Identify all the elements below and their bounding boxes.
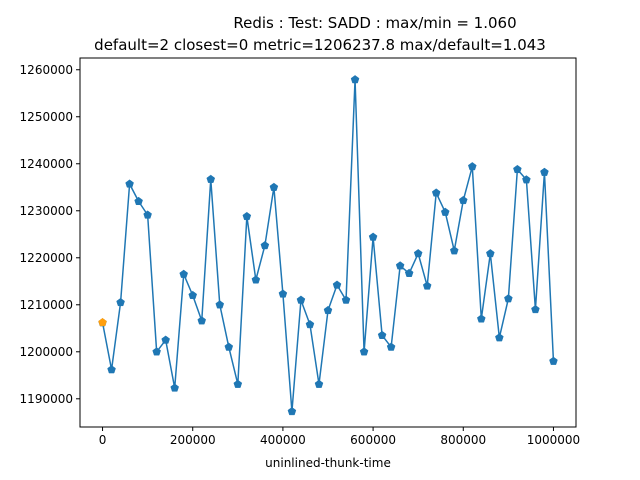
data-point bbox=[197, 316, 207, 325]
data-point bbox=[251, 275, 261, 284]
data-point bbox=[152, 347, 161, 356]
x-tick-label: 800000 bbox=[440, 433, 486, 447]
data-point bbox=[242, 211, 252, 221]
data-point bbox=[531, 304, 540, 314]
data-point bbox=[350, 75, 360, 84]
x-tick-label: 400000 bbox=[260, 433, 306, 447]
data-point bbox=[170, 383, 179, 392]
data-point bbox=[386, 342, 396, 351]
data-point bbox=[143, 210, 152, 219]
y-tick-label: 1260000 bbox=[20, 63, 73, 77]
data-point bbox=[458, 195, 468, 205]
data-point bbox=[359, 347, 369, 356]
data-point bbox=[224, 342, 234, 351]
axes-frame bbox=[79, 57, 577, 428]
data-point bbox=[522, 175, 531, 184]
data-point bbox=[449, 246, 459, 255]
data-point bbox=[395, 261, 405, 270]
data-point bbox=[504, 294, 513, 303]
data-point bbox=[341, 295, 351, 304]
chart-subtitle: default=2 closest=0 metric=1206237.8 max… bbox=[94, 36, 546, 54]
data-point bbox=[422, 281, 432, 290]
data-point bbox=[269, 182, 279, 191]
data-point bbox=[287, 406, 297, 416]
data-point bbox=[107, 365, 116, 374]
data-point bbox=[179, 269, 188, 278]
data-point bbox=[134, 196, 143, 206]
x-axis-label: uninlined-thunk-time bbox=[265, 456, 391, 470]
default-point bbox=[98, 317, 107, 327]
data-point bbox=[377, 330, 387, 339]
data-point bbox=[540, 167, 549, 176]
data-point bbox=[278, 289, 288, 298]
data-point bbox=[332, 280, 342, 289]
data-point bbox=[477, 314, 486, 323]
data-point bbox=[413, 249, 423, 258]
y-tick-label: 1190000 bbox=[20, 392, 73, 406]
y-tick-label: 1240000 bbox=[20, 157, 73, 171]
data-point bbox=[468, 162, 477, 171]
data-point bbox=[486, 249, 495, 258]
data-point bbox=[368, 232, 378, 241]
y-tick-label: 1250000 bbox=[20, 110, 73, 124]
data-point bbox=[125, 179, 134, 188]
y-tick-label: 1220000 bbox=[20, 251, 73, 265]
x-tick-label: 1000000 bbox=[527, 433, 580, 447]
data-point bbox=[495, 333, 504, 342]
data-point bbox=[513, 164, 522, 174]
data-point bbox=[296, 295, 306, 304]
data-point bbox=[161, 335, 170, 344]
data-point bbox=[116, 297, 125, 307]
data-point bbox=[215, 300, 225, 309]
data-point bbox=[206, 174, 216, 183]
data-point bbox=[314, 379, 324, 388]
y-tick-label: 1200000 bbox=[20, 345, 73, 359]
y-tick-label: 1210000 bbox=[20, 298, 73, 312]
data-point bbox=[549, 356, 558, 365]
data-point bbox=[404, 268, 414, 277]
data-point bbox=[188, 290, 198, 300]
x-tick-label: 200000 bbox=[170, 433, 216, 447]
x-tick-label: 0 bbox=[99, 433, 107, 447]
plot-area: 0 200000 400000 600000 800000 1000000 1190000 1… bbox=[20, 57, 580, 447]
data-point bbox=[233, 379, 243, 388]
data-point bbox=[323, 305, 333, 315]
y-tick-label: 1230000 bbox=[20, 204, 73, 218]
x-tick-label: 600000 bbox=[350, 433, 396, 447]
chart-title: Redis : Test: SADD : max/min = 1.060 bbox=[233, 14, 516, 32]
data-point bbox=[440, 207, 450, 216]
data-point bbox=[431, 188, 441, 197]
data-point bbox=[260, 241, 270, 250]
series-line bbox=[101, 78, 555, 413]
data-point bbox=[305, 320, 315, 329]
